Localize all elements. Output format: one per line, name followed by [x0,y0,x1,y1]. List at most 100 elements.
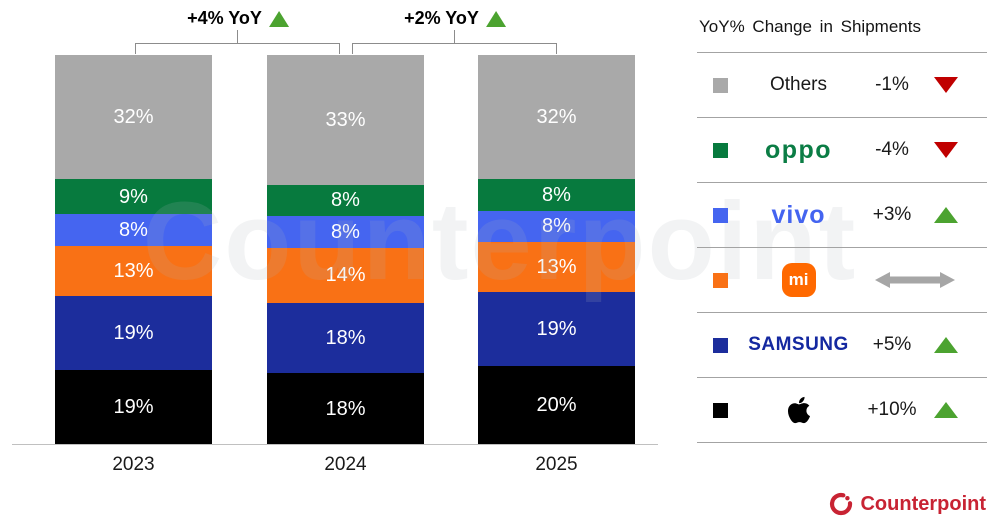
down-triangle-icon [934,77,958,93]
segment-value-label: 9% [119,185,148,208]
down-arrow-zone [923,142,969,158]
yoy-change-vivo: +3% [872,204,912,225]
legend-swatch-apple [713,402,728,418]
yoy-bracket-2023-2024 [135,43,340,54]
yoy-bracket-stem [237,30,238,43]
legend-row-others: Others -1% [697,52,987,117]
bar-segment-samsung-2023: 19% [55,296,212,371]
yoy-annotation-text: +2% YoY [404,8,479,28]
yoy-bracket-2024-2025 [352,43,557,54]
samsung-logo: SAMSUNG [748,334,849,355]
up-triangle-icon [934,337,958,353]
segment-value-label: 33% [325,108,366,131]
flat-arrow-icon [875,272,955,288]
segment-value-label: 32% [113,106,154,129]
brand-logo-oppo: oppo [736,135,861,164]
stacked-bar-2023: 32% 9% 8% 13% 19% 19% [55,55,212,444]
up-triangle-icon [485,10,506,27]
legend-row-apple: +10% [697,377,987,442]
bar-segment-vivo-2025: 8% [478,210,635,242]
segment-value-label: 13% [113,259,154,282]
segment-value-label: 14% [325,264,366,286]
down-arrow-zone [923,77,969,93]
legend-swatch-vivo [713,207,728,223]
legend-swatch-samsung [713,337,728,353]
x-axis-label-2025: 2025 [535,454,578,475]
segment-value-label: 18% [325,326,366,349]
yoy-bracket-stem [454,30,455,43]
stacked-bar-2025: 32% 8% 8% 13% 19% 20% [478,55,635,444]
bar-segment-xiaomi-2024: 14% [267,247,424,303]
segment-value-label: 19% [113,322,154,345]
brand-logo-vivo: vivo [736,200,861,229]
segment-value-label: 8% [331,189,360,212]
brand-logo-xiaomi: mi [736,263,861,297]
bar-segment-apple-2023: 19% [55,370,212,444]
x-axis-line [12,444,658,445]
bar-segment-vivo-2023: 8% [55,214,212,246]
legend-row-oppo: oppo -4% [697,117,987,182]
plot-area: +4% YoY +2% YoY 32% 9% 8% 13% 19% 19% 2023 33% 8… [12,8,658,475]
others-label: Others [769,74,828,95]
yoy-change-samsung: +5% [872,334,912,355]
yoy-annotation-text: +4% YoY [187,8,262,28]
up-arrow-zone [923,207,969,223]
bar-segment-vivo-2024: 8% [267,216,424,248]
xiaomi-logo: mi [781,263,816,297]
segment-value-label: 20% [536,394,577,417]
bar-segment-xiaomi-2023: 13% [55,245,212,297]
bar-segment-others-2023: 32% [55,55,212,180]
legend-row-xiaomi: mi [697,247,987,312]
brand-logo-others: Others [736,74,861,96]
segment-value-label: 8% [542,215,571,238]
up-triangle-icon [268,10,289,27]
segment-value-label: 19% [536,318,577,341]
bar-segment-others-2024: 33% [267,55,424,185]
legend-swatch-xiaomi [713,272,728,288]
bar-segment-oppo-2024: 8% [267,184,424,217]
segment-value-label: 18% [325,397,366,420]
x-axis-label-2023: 2023 [112,454,155,475]
vivo-logo: vivo [771,200,826,229]
up-arrow-zone [923,402,969,418]
apple-logo-icon [787,396,810,424]
up-triangle-icon [934,402,958,418]
bar-segment-apple-2024: 18% [267,373,424,444]
flat-arrow-zone [861,271,969,289]
legend-swatch-oppo [713,142,728,158]
yoy-annotation-2024: +4% YoY [187,8,289,29]
segment-value-label: 32% [536,106,577,129]
brand-logo-apple [736,395,861,425]
down-triangle-icon [934,142,958,158]
legend-title: YoY% Change in Shipments [699,17,921,36]
yoy-change-oppo: -4% [875,139,909,160]
segment-value-label: 8% [331,220,360,243]
segment-value-label: 8% [119,219,148,242]
brand-logo-samsung: SAMSUNG [736,334,861,356]
stacked-bar-2024: 33% 8% 8% 14% 18% 18% [267,55,424,444]
oppo-logo: oppo [764,135,833,164]
segment-value-label: 19% [113,396,154,418]
bar-segment-xiaomi-2025: 13% [478,241,635,293]
bar-segment-samsung-2025: 19% [478,292,635,367]
segment-value-label: 13% [536,255,577,278]
counterpoint-c-icon [830,492,853,516]
bar-segment-apple-2025: 20% [478,366,635,444]
yoy-change-apple: +10% [867,399,917,420]
legend-rows: Others -1% oppo -4% vivo +3% mi SAMSUNG +5% +10% [697,52,987,443]
counterpoint-logo: Counterpoint [829,492,986,516]
counterpoint-wordmark: Counterpoint [860,492,986,515]
yoy-annotation-2025: +2% YoY [404,8,506,29]
bar-segment-samsung-2024: 18% [267,302,424,374]
x-axis-label-2024: 2024 [324,454,367,475]
legend-row-samsung: SAMSUNG +5% [697,312,987,377]
bar-segment-oppo-2025: 8% [478,179,635,211]
bar-segment-oppo-2023: 9% [55,179,212,215]
legend-row-vivo: vivo +3% [697,182,987,247]
up-triangle-icon [934,207,958,223]
up-arrow-zone [923,337,969,353]
bar-segment-others-2025: 32% [478,55,635,180]
segment-value-label: 8% [542,184,571,207]
legend-swatch-others [713,77,728,93]
